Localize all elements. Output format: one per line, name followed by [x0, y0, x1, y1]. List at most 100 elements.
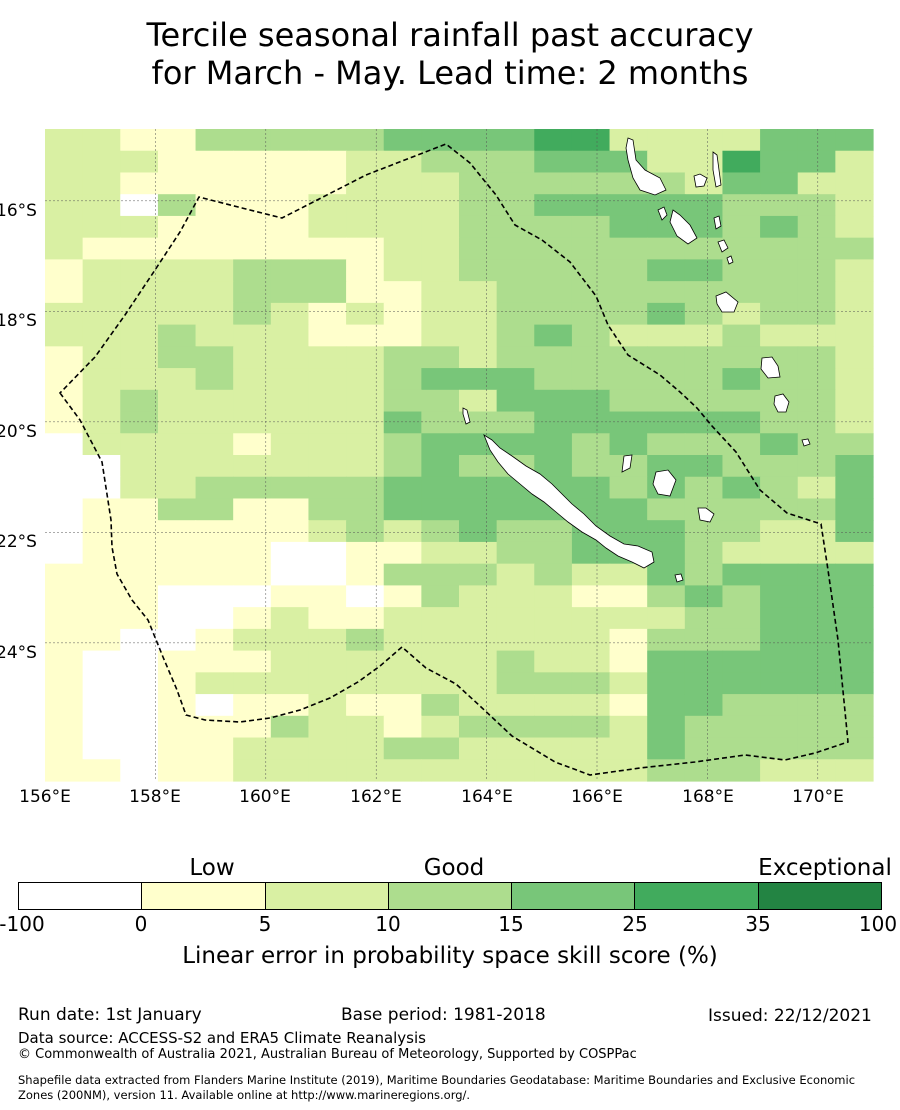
- skill-cell: [346, 520, 385, 543]
- skill-cell: [308, 411, 347, 434]
- skill-cell: [346, 389, 385, 413]
- skill-cell: [797, 215, 836, 239]
- skill-cell: [647, 433, 686, 456]
- skill-cell: [383, 237, 422, 260]
- skill-cell: [421, 150, 460, 174]
- skill-cell: [835, 607, 874, 630]
- skill-cell: [346, 455, 385, 478]
- issued-date: Issued: 22/12/2021: [708, 1006, 872, 1026]
- vanuatu-erromango: [715, 291, 739, 313]
- skill-cell: [496, 389, 535, 413]
- skill-cell: [722, 541, 761, 565]
- skill-cell: [421, 259, 460, 282]
- skill-cell: [722, 476, 761, 500]
- skill-cell: [459, 237, 498, 260]
- skill-cell: [383, 628, 422, 652]
- skill-cell: [684, 694, 724, 717]
- skill-cell: [421, 694, 460, 717]
- skill-cell: [383, 368, 422, 391]
- skill-cell: [157, 563, 197, 586]
- skill-cell: [120, 541, 159, 565]
- skill-cell: [45, 281, 84, 304]
- skill-cell: [308, 129, 347, 152]
- skill-cell: [835, 455, 874, 478]
- skill-cell: [82, 259, 121, 282]
- skill-cell: [797, 715, 836, 739]
- skill-cell: [195, 172, 234, 195]
- skill-cell: [684, 389, 724, 413]
- skill-cell: [760, 129, 799, 152]
- skill-cell: [346, 737, 385, 760]
- skill-cell: [684, 476, 724, 500]
- skill-cell: [195, 737, 234, 760]
- skill-cell: [82, 215, 121, 239]
- skill-cell: [308, 628, 347, 652]
- skill-cell: [346, 541, 385, 565]
- skill-cell: [195, 324, 234, 347]
- skill-cell: [45, 411, 84, 434]
- skill-cell: [496, 672, 535, 695]
- vanuatu-island-4: [713, 215, 722, 230]
- skill-cell: [459, 672, 498, 695]
- skill-cell: [797, 541, 836, 565]
- skill-cell: [797, 172, 836, 195]
- skill-cell: [270, 498, 310, 521]
- skill-cell: [835, 302, 874, 326]
- skill-cell: [195, 281, 234, 304]
- skill-cell: [684, 302, 724, 326]
- skill-cell: [760, 259, 799, 282]
- skill-cell: [684, 455, 724, 478]
- skill-cell: [722, 346, 761, 369]
- lon-label-158: 158°E: [129, 787, 181, 807]
- skill-cell: [835, 520, 874, 543]
- skill-cell: [45, 172, 84, 195]
- skill-cell: [459, 389, 498, 413]
- skill-cell: [647, 541, 686, 565]
- skill-cell: [233, 607, 272, 630]
- skill-cell: [383, 563, 422, 586]
- skill-cell: [496, 215, 535, 239]
- skill-cell: [571, 150, 611, 174]
- skill-cell: [534, 520, 573, 543]
- skill-cell: [609, 694, 648, 717]
- skill-cell: [647, 498, 686, 521]
- skill-grid: [45, 129, 874, 782]
- skill-cell: [157, 346, 197, 369]
- skill-cell: [571, 563, 611, 586]
- skill-cell: [157, 498, 197, 521]
- skill-cell: [609, 346, 648, 369]
- skill-cell: [647, 389, 686, 413]
- skill-cell: [82, 150, 121, 174]
- skill-cell: [195, 194, 234, 217]
- skill-cell: [571, 411, 611, 434]
- skill-cell: [308, 737, 347, 760]
- skill-cell: [45, 346, 84, 369]
- skill-cell: [346, 498, 385, 521]
- skill-cell: [195, 129, 234, 152]
- skill-cell: [383, 585, 422, 608]
- skill-cell: [534, 346, 573, 369]
- skill-cell: [797, 476, 836, 500]
- skill-cell: [609, 411, 648, 434]
- skill-cell: [45, 302, 84, 326]
- isle-of-pines: [674, 573, 684, 583]
- skill-cell: [496, 302, 535, 326]
- skill-cell: [383, 172, 422, 195]
- skill-cell: [270, 324, 310, 347]
- skill-cell: [722, 129, 761, 152]
- skill-cell: [120, 715, 159, 739]
- skill-cell: [760, 455, 799, 478]
- skill-cell: [45, 476, 84, 500]
- skill-cell: [308, 541, 347, 565]
- skill-cell: [45, 628, 84, 652]
- skill-cell: [383, 302, 422, 326]
- skill-cell: [835, 150, 874, 174]
- colorbar-segment-4: [388, 883, 513, 909]
- skill-cell: [157, 194, 197, 217]
- skill-cell: [571, 129, 611, 152]
- skill-cell: [684, 541, 724, 565]
- skill-cell: [571, 259, 611, 282]
- skill-cell: [722, 172, 761, 195]
- skill-cell: [835, 694, 874, 717]
- skill-cell: [157, 389, 197, 413]
